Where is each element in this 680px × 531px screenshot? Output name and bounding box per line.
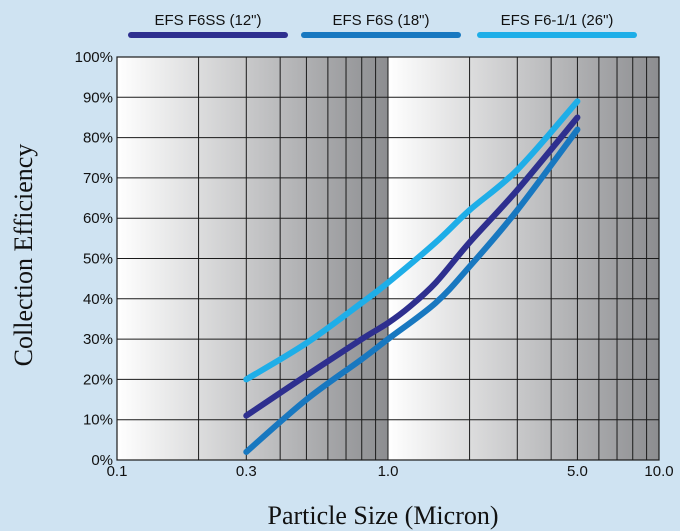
y-tick-label: 40% bbox=[83, 291, 113, 308]
tick-labels: 0% 10% 20% 30% 40% 50% 60% 70% 80% 90% 100% 0.1 0.3 1… bbox=[75, 49, 674, 480]
y-axis-title: Collection Efficiency bbox=[9, 144, 38, 367]
y-tick-label: 30% bbox=[83, 331, 113, 348]
y-tick-label: 50% bbox=[83, 251, 113, 268]
series-layer bbox=[243, 98, 581, 455]
y-tick-label: 100% bbox=[75, 49, 113, 66]
x-tick-label: 1.0 bbox=[378, 463, 399, 480]
series-line-1 bbox=[243, 114, 581, 419]
grid bbox=[116, 56, 660, 461]
y-tick-label: 80% bbox=[83, 130, 113, 147]
legend-label: EFS F6SS (12") bbox=[154, 12, 261, 29]
x-axis-title: Particle Size (Micron) bbox=[267, 501, 498, 530]
x-tick-label: 0.3 bbox=[236, 463, 257, 480]
legend: EFS F6SS (12") EFS F6S (18") EFS F6-1/1 (2… bbox=[128, 12, 637, 38]
legend-label: EFS F6-1/1 (26") bbox=[501, 12, 614, 29]
legend-item: EFS F6SS (12") bbox=[128, 12, 288, 38]
series-line-2 bbox=[243, 126, 581, 455]
legend-item: EFS F6-1/1 (26") bbox=[477, 12, 637, 38]
legend-item: EFS F6S (18") bbox=[301, 12, 461, 38]
x-tick-label: 0.1 bbox=[107, 463, 128, 480]
y-tick-label: 90% bbox=[83, 89, 113, 106]
series-line-3 bbox=[243, 98, 581, 383]
y-tick-label: 60% bbox=[83, 210, 113, 227]
y-tick-label: 0% bbox=[91, 452, 113, 469]
y-tick-label: 20% bbox=[83, 371, 113, 388]
x-tick-label: 10.0 bbox=[644, 463, 673, 480]
x-tick-label: 5.0 bbox=[567, 463, 588, 480]
plot-frame bbox=[116, 56, 660, 461]
y-tick-label: 70% bbox=[83, 170, 113, 187]
legend-label: EFS F6S (18") bbox=[332, 12, 429, 29]
y-tick-label: 10% bbox=[83, 412, 113, 429]
